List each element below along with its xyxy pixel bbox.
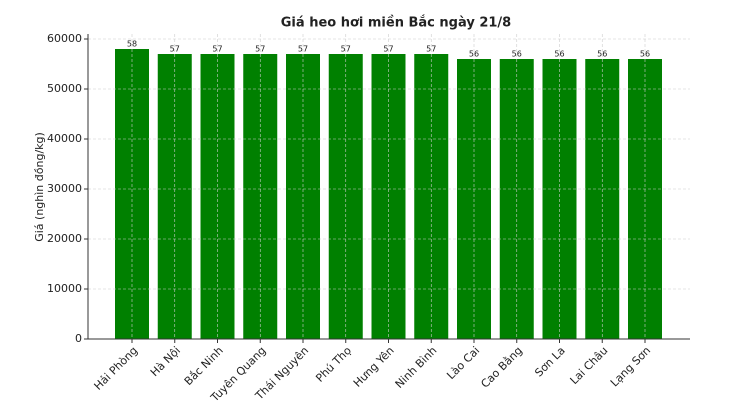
x-tick-label: Lào Cai	[444, 344, 482, 382]
x-tick-label: Sơn La	[532, 344, 567, 379]
axes-frame	[87, 34, 690, 340]
y-tick-label: 50000	[47, 82, 82, 95]
x-tick-label: Hưng Yên	[351, 344, 397, 390]
x-tick-label: Hải Phòng	[92, 344, 141, 393]
x-tick-label: Hà Nội	[148, 344, 183, 379]
y-tick-label: 0	[75, 332, 82, 345]
x-tick-label: Bắc Ninh	[182, 344, 226, 388]
x-tick-label: Cao Bằng	[478, 344, 525, 391]
y-tick-label: 40000	[47, 132, 82, 145]
y-axis-label: Giá (nghìn đồng/kg)	[33, 132, 46, 242]
chart-title: Giá heo hơi miền Bắc ngày 21/8	[281, 16, 511, 31]
x-tick-label: Ninh Bình	[393, 344, 440, 391]
x-tick-label: Lạng Sơn	[608, 344, 653, 389]
x-tick-label: Lai Châu	[568, 344, 611, 387]
y-tick-label: 60000	[47, 32, 82, 45]
x-tick-label: Phú Thọ	[313, 344, 354, 385]
y-tick-label: 20000	[47, 232, 82, 245]
y-tick-label: 10000	[47, 282, 82, 295]
y-tick-label: 30000	[47, 182, 82, 195]
